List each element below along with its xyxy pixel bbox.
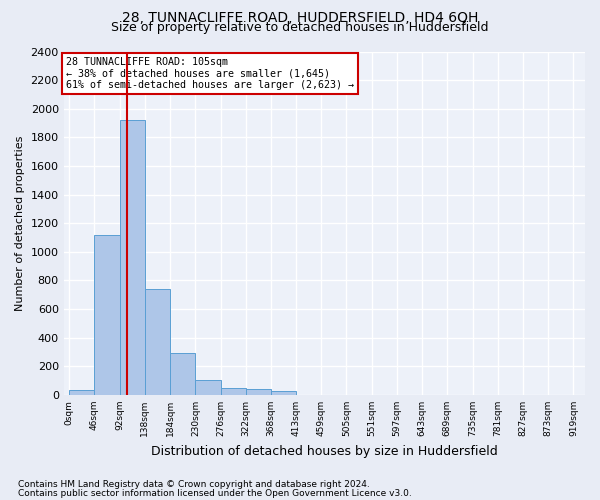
Bar <box>221 388 246 395</box>
Bar <box>69 390 94 395</box>
Bar <box>94 234 119 395</box>
Y-axis label: Number of detached properties: Number of detached properties <box>15 136 25 311</box>
Bar <box>145 289 170 395</box>
Bar <box>170 352 196 395</box>
Text: 28, TUNNACLIFFE ROAD, HUDDERSFIELD, HD4 6QH: 28, TUNNACLIFFE ROAD, HUDDERSFIELD, HD4 … <box>122 11 478 25</box>
Text: Size of property relative to detached houses in Huddersfield: Size of property relative to detached ho… <box>111 22 489 35</box>
Bar <box>119 120 145 395</box>
Text: Contains HM Land Registry data © Crown copyright and database right 2024.: Contains HM Land Registry data © Crown c… <box>18 480 370 489</box>
Text: Contains public sector information licensed under the Open Government Licence v3: Contains public sector information licen… <box>18 488 412 498</box>
Text: 28 TUNNACLIFFE ROAD: 105sqm
← 38% of detached houses are smaller (1,645)
61% of : 28 TUNNACLIFFE ROAD: 105sqm ← 38% of det… <box>66 56 354 90</box>
X-axis label: Distribution of detached houses by size in Huddersfield: Distribution of detached houses by size … <box>151 444 498 458</box>
Bar <box>246 390 271 395</box>
Bar <box>196 380 221 395</box>
Bar <box>271 392 296 395</box>
